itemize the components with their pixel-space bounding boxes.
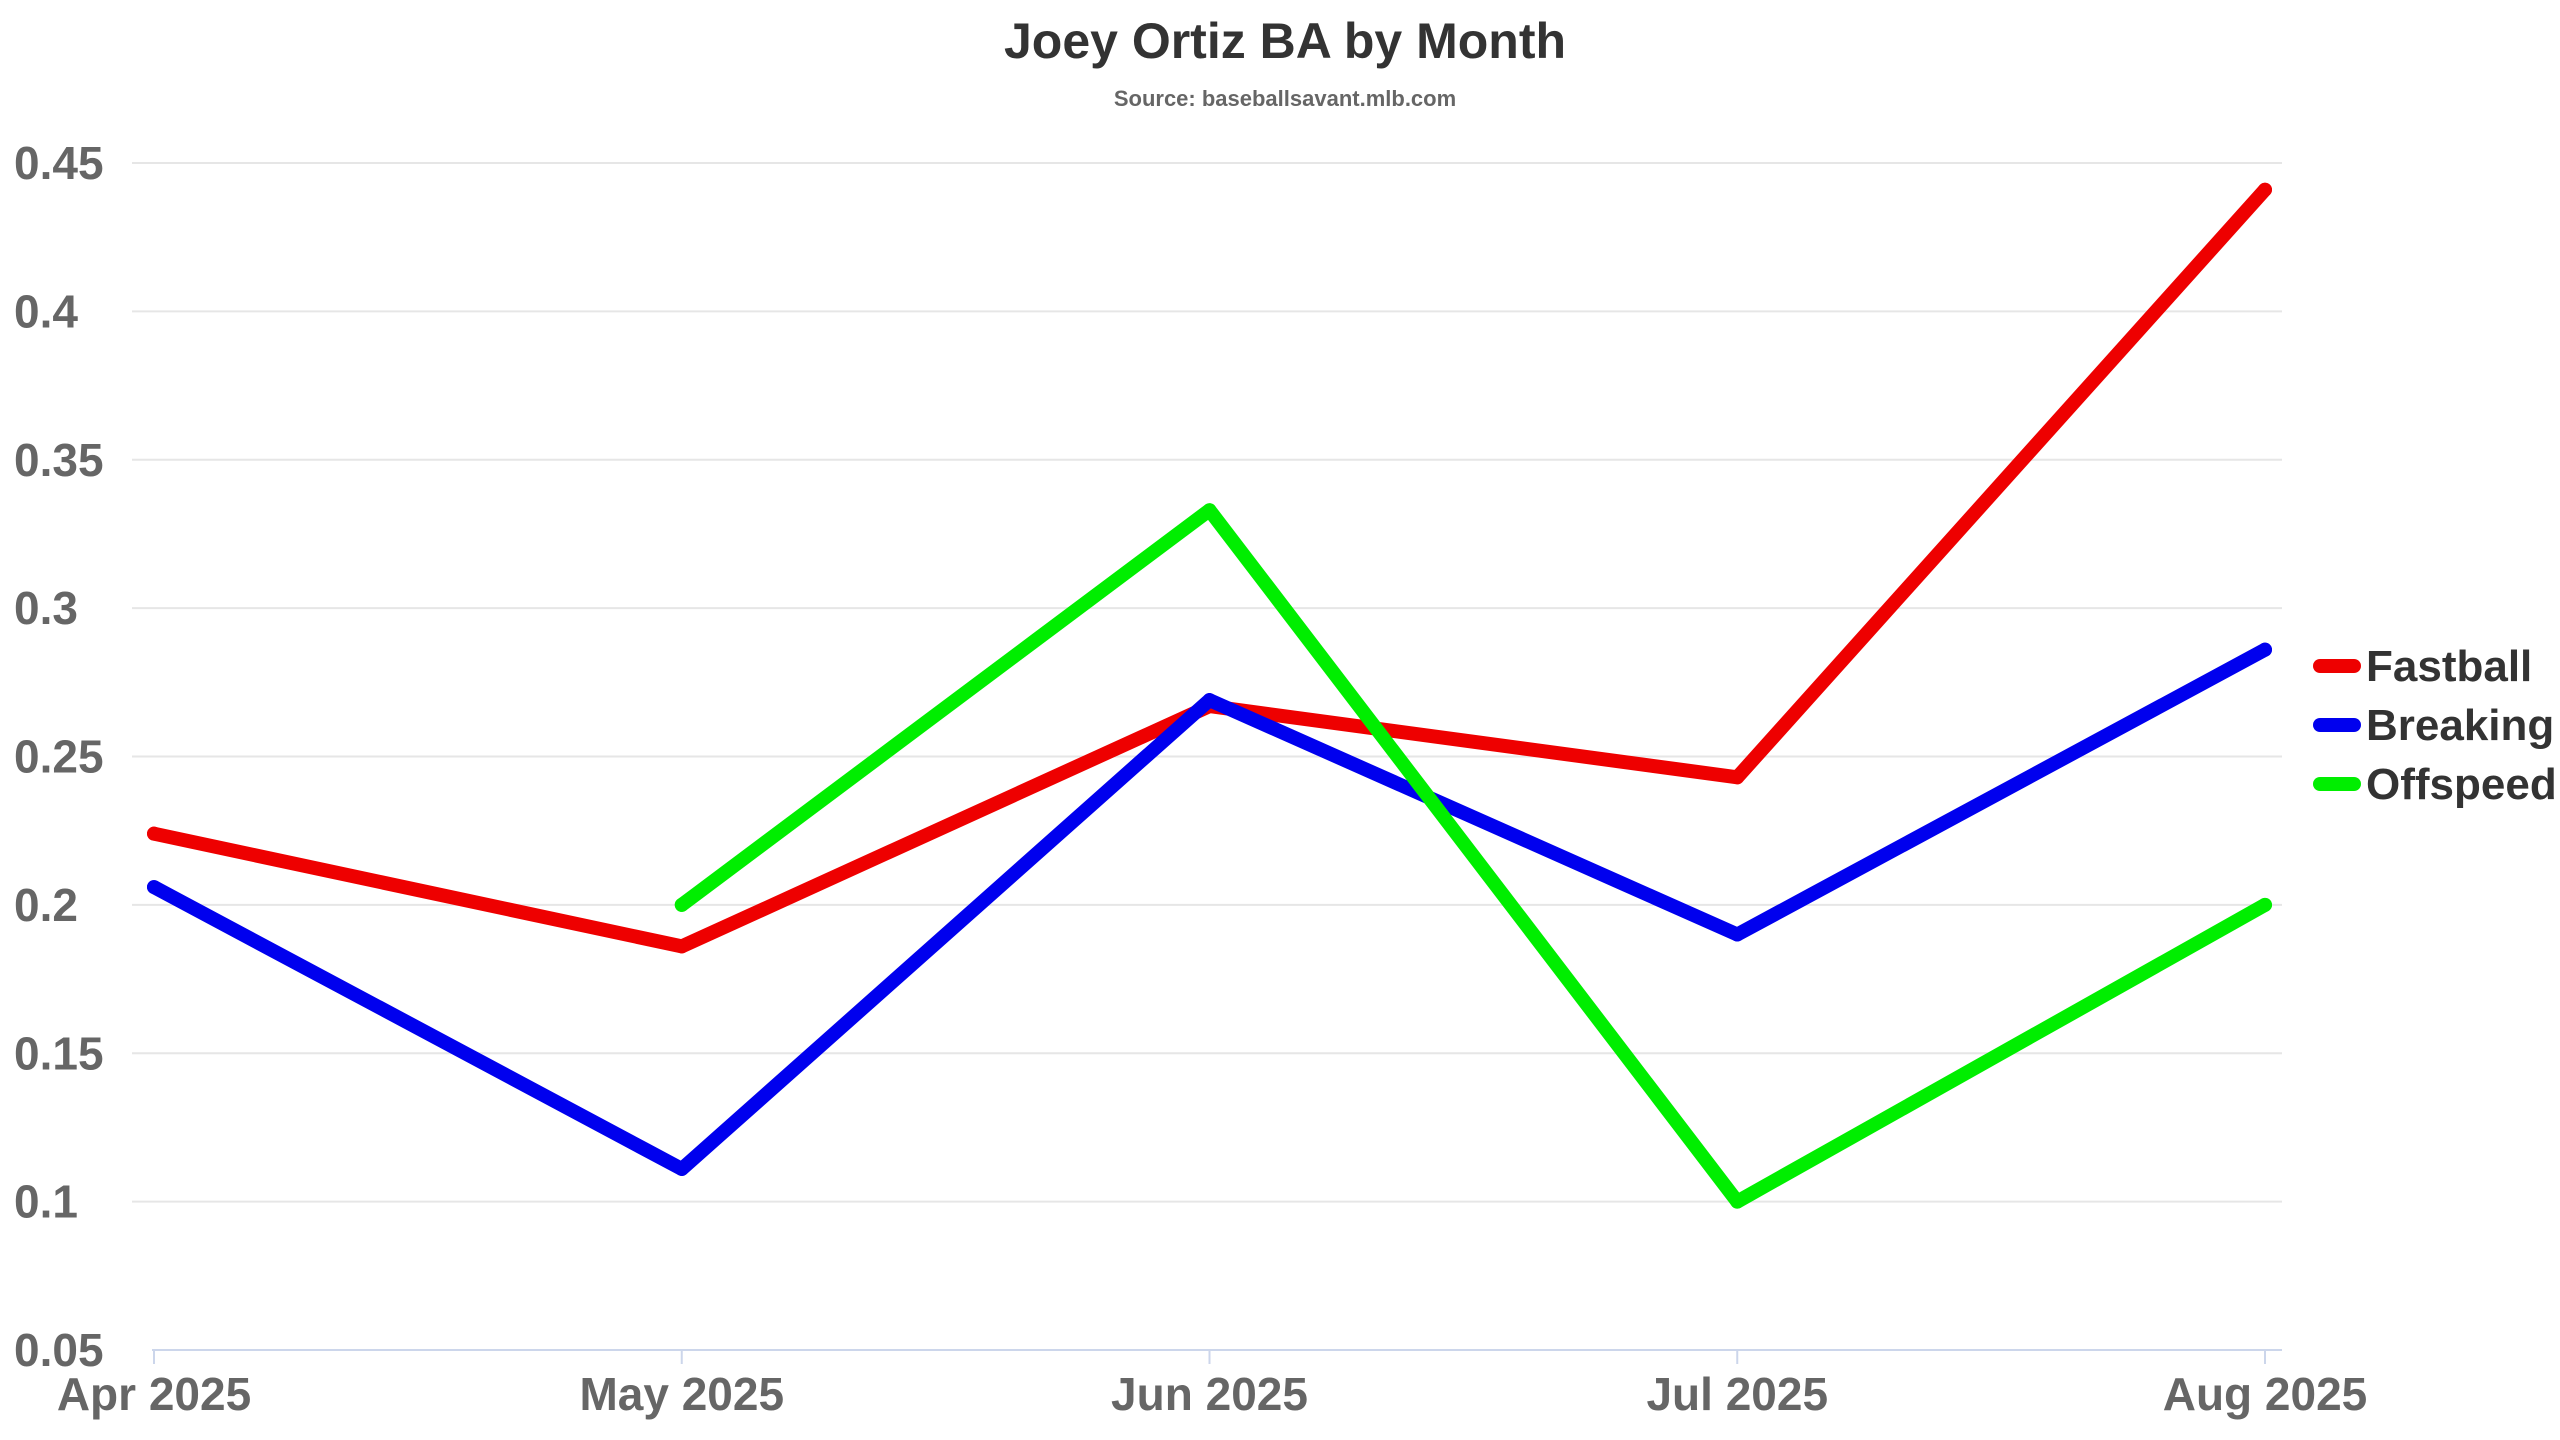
data-point-offspeed[interactable]	[1730, 1194, 1745, 1209]
data-point-breaking[interactable]	[1730, 927, 1745, 942]
x-tick-label: Jun 2025	[1111, 1368, 1308, 1420]
x-tick-label: Jul 2025	[1646, 1368, 1828, 1420]
x-tick-label: May 2025	[579, 1368, 784, 1420]
y-tick-label: 0.2	[14, 879, 78, 931]
series-line-breaking[interactable]	[147, 642, 2272, 1176]
data-point-breaking[interactable]	[147, 880, 161, 895]
data-point-breaking[interactable]	[674, 1161, 689, 1176]
chart-title: Joey Ortiz BA by Month	[1004, 13, 1566, 69]
data-point-fastball[interactable]	[2258, 182, 2272, 197]
chart-subtitle: Source: baseballsavant.mlb.com	[1114, 86, 1456, 111]
x-tick-label: Apr 2025	[57, 1368, 251, 1420]
legend-item-breaking[interactable]: Breaking	[2313, 701, 2554, 750]
data-point-fastball[interactable]	[1730, 770, 1745, 785]
data-point-fastball[interactable]	[674, 939, 689, 954]
data-point-offspeed[interactable]	[2258, 897, 2272, 912]
data-point-fastball[interactable]	[147, 826, 161, 841]
data-point-breaking[interactable]	[1202, 693, 1217, 708]
legend[interactable]: Fastball Breaking Offspeed	[2313, 642, 2557, 809]
y-tick-label: 0.3	[14, 582, 78, 634]
legend-label: Breaking	[2366, 701, 2554, 750]
series-line-fastball[interactable]	[147, 182, 2272, 954]
legend-label: Offspeed	[2366, 760, 2557, 809]
y-tick-label: 0.1	[14, 1176, 78, 1228]
data-point-offspeed[interactable]	[1202, 503, 1217, 518]
y-tick-label: 0.4	[14, 285, 78, 337]
x-tick-label: Aug 2025	[2163, 1368, 2368, 1420]
y-tick-label: 0.45	[14, 137, 104, 189]
legend-item-offspeed[interactable]: Offspeed	[2313, 760, 2557, 809]
data-point-offspeed[interactable]	[674, 897, 689, 912]
series-line-offspeed[interactable]	[674, 503, 2272, 1209]
series-lines	[147, 182, 2272, 1209]
data-point-breaking[interactable]	[2258, 642, 2272, 657]
axes: 0.05 0.1 0.15 0.2 0.25 0.3 0.35 0.4 0.45 Apr 2025…	[14, 137, 2367, 1420]
legend-item-fastball[interactable]: Fastball	[2313, 642, 2532, 691]
y-tick-label: 0.15	[14, 1027, 104, 1079]
y-tick-label: 0.05	[14, 1324, 104, 1376]
legend-label: Fastball	[2366, 642, 2532, 691]
y-tick-label: 0.25	[14, 731, 104, 783]
y-tick-label: 0.35	[14, 434, 104, 486]
